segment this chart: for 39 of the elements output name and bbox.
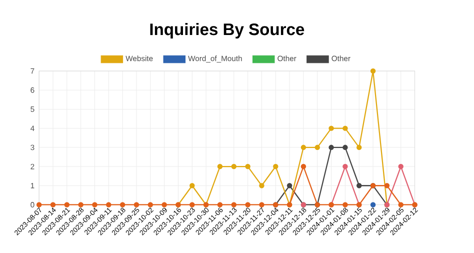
point bbox=[356, 144, 362, 150]
point bbox=[50, 202, 56, 208]
point bbox=[342, 144, 348, 150]
point bbox=[217, 164, 223, 170]
point bbox=[370, 68, 376, 74]
point bbox=[36, 202, 42, 208]
point bbox=[259, 182, 264, 188]
point bbox=[162, 202, 167, 208]
point bbox=[231, 202, 236, 208]
point bbox=[190, 182, 195, 188]
point bbox=[78, 202, 84, 208]
chart-title: Inquiries By Source bbox=[150, 22, 304, 38]
point bbox=[342, 202, 348, 208]
point bbox=[190, 202, 195, 208]
point bbox=[384, 182, 390, 188]
point bbox=[259, 202, 264, 208]
point bbox=[217, 202, 223, 208]
point bbox=[106, 202, 112, 208]
point bbox=[328, 126, 334, 131]
point bbox=[356, 182, 362, 188]
point bbox=[148, 202, 153, 208]
point bbox=[314, 144, 320, 150]
point bbox=[286, 182, 292, 188]
point bbox=[342, 126, 348, 131]
point bbox=[300, 144, 306, 150]
point bbox=[120, 202, 126, 208]
point bbox=[245, 164, 250, 170]
point bbox=[398, 164, 404, 170]
point bbox=[398, 202, 404, 208]
point bbox=[134, 202, 140, 208]
point bbox=[231, 164, 236, 170]
point bbox=[342, 164, 348, 170]
point bbox=[328, 144, 334, 150]
point bbox=[370, 202, 376, 208]
point bbox=[273, 164, 278, 170]
point bbox=[300, 164, 306, 170]
point bbox=[64, 202, 70, 208]
point bbox=[245, 202, 250, 208]
point bbox=[92, 202, 98, 208]
